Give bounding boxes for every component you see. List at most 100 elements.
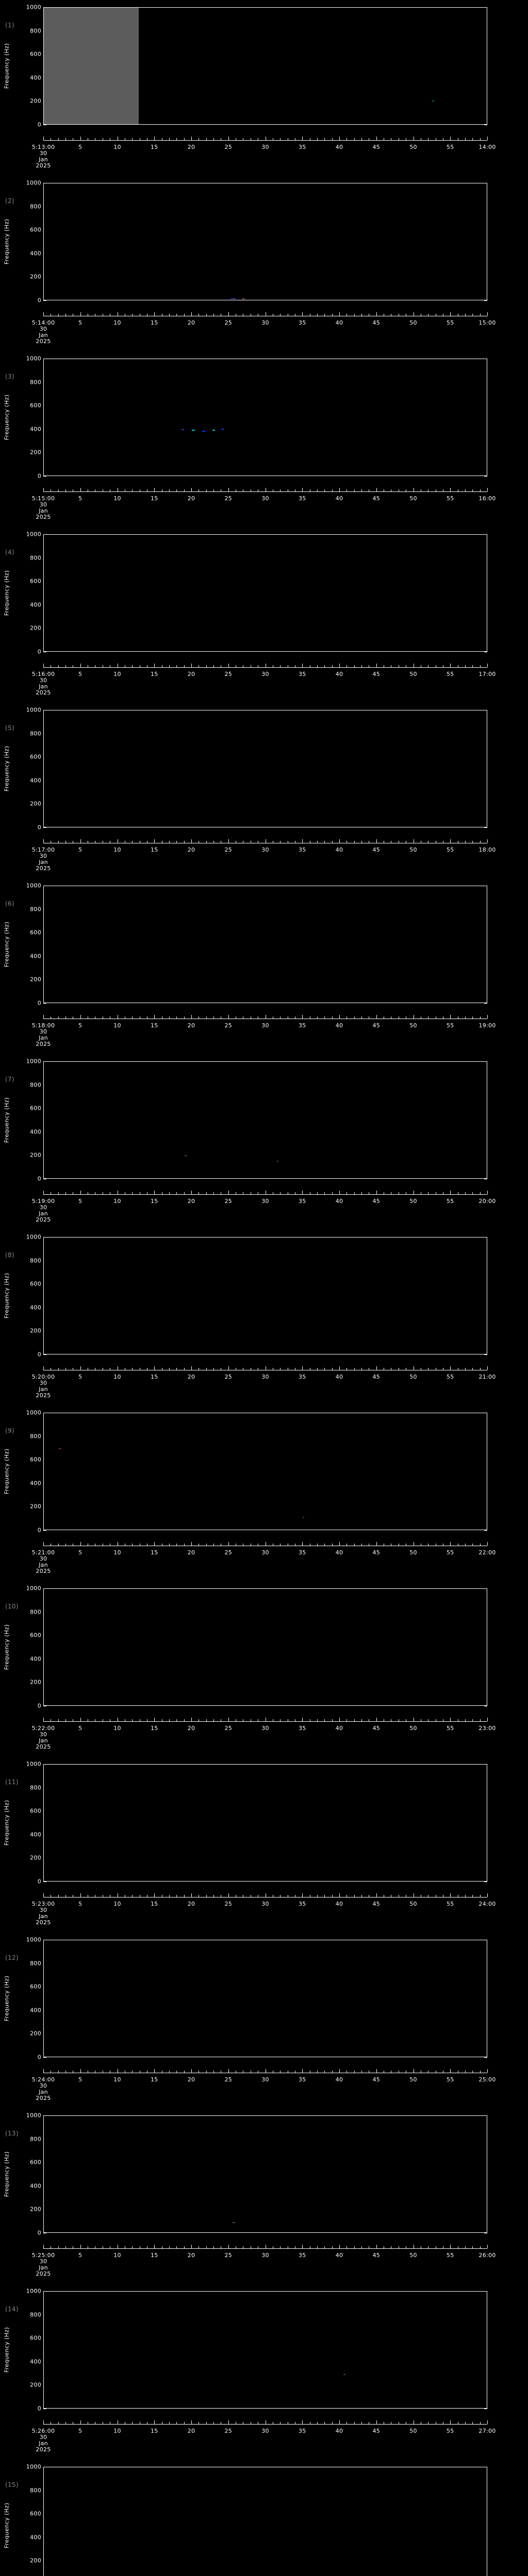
- x-tick-mark: [169, 1016, 170, 1019]
- spectrogram-plot-area: [43, 2115, 487, 2233]
- spectrogram-plot-area: [43, 710, 487, 827]
- x-tick-mark: [354, 2071, 355, 2073]
- x-tick-label: 55: [446, 495, 454, 502]
- x-tick-mark: [361, 1192, 362, 1194]
- x-tick-mark: [450, 1366, 451, 1370]
- x-tick-mark: [302, 312, 303, 316]
- x-tick-mark: [206, 1368, 207, 1370]
- y-tick-label: 1000: [26, 179, 41, 187]
- y-tick-label: 600: [30, 1983, 41, 1990]
- x-tick-mark: [191, 2069, 192, 2073]
- y-tick-label: 600: [30, 753, 41, 760]
- x-tick-mark: [184, 1368, 185, 1370]
- x-tick-mark: [487, 137, 488, 140]
- x-tick-mark: [184, 1544, 185, 1546]
- x-tick-mark: [324, 2071, 325, 2073]
- x-tick-label: 55: [446, 671, 454, 677]
- x-tick-label: 10: [113, 1022, 121, 1029]
- x-tick-mark: [132, 138, 133, 140]
- spectrogram-panel: (10) Frequency (Hz) 0 200 400 600 800 1000 5:22:…: [0, 1581, 528, 1757]
- x-tick-label: 55: [446, 1725, 454, 1732]
- x-tick-label: 55: [446, 1374, 454, 1380]
- y-tick-label: 1000: [26, 2463, 41, 2470]
- x-tick-label: 25: [224, 2252, 233, 2259]
- spectrogram-trace-pixel: [181, 429, 184, 430]
- y-tick-label: 600: [30, 2159, 41, 2166]
- x-tick-mark: [213, 2422, 214, 2424]
- x-tick-label: 40: [335, 144, 343, 150]
- x-tick-label: 35: [298, 495, 306, 502]
- x-tick-label: 40: [335, 2252, 343, 2259]
- x-tick-mark: [132, 1544, 133, 1546]
- x-tick-label: 30: [261, 144, 269, 150]
- x-tick-mark: [361, 138, 362, 140]
- x-tick-mark: [487, 2245, 488, 2248]
- x-tick-label: 40: [335, 319, 343, 326]
- x-tick-label: 10: [113, 495, 121, 502]
- x-tick-mark: [228, 1893, 229, 1897]
- x-tick-mark: [324, 138, 325, 140]
- spectrogram-panel: (1) Frequency (Hz) 0 200 400 600 800 1000 5:13:0…: [0, 0, 528, 176]
- x-tick-label: 20: [187, 671, 195, 677]
- x-tick-mark: [58, 2071, 59, 2073]
- x-tick-mark: [317, 2246, 318, 2248]
- x-tick-mark: [176, 1719, 177, 1721]
- x-tick-mark: [191, 1718, 192, 1721]
- x-tick-label: 45: [372, 144, 381, 150]
- y-axis-tick-labels: 0 200 400 600 800 1000: [0, 1058, 41, 1182]
- x-tick-mark: [332, 2246, 333, 2248]
- y-tick-label: 600: [30, 2510, 41, 2517]
- x-tick-label: 35: [298, 1374, 306, 1380]
- spectrogram-panel: (9) Frequency (Hz) 0 200 400 600 800 1000 5:21:0…: [0, 1405, 528, 1581]
- spectrogram-plot-area: [43, 1588, 487, 1706]
- x-tick-label: 25: [224, 846, 233, 853]
- x-tick-mark: [376, 1366, 377, 1370]
- x-tick-mark: [487, 1542, 488, 1546]
- x-axis-date-line: 2025: [36, 2095, 51, 2102]
- x-tick-mark: [213, 1895, 214, 1897]
- y-tick-label: 1000: [26, 882, 41, 889]
- x-tick-mark: [324, 489, 325, 492]
- x-axis-date-line: Jan: [39, 1035, 48, 1041]
- spectrogram-trace-pixel: [58, 1448, 61, 1450]
- x-tick-mark: [376, 839, 377, 843]
- x-tick-mark: [191, 488, 192, 492]
- x-tick-mark: [176, 1016, 177, 1019]
- x-axis-date-line: 2025: [36, 1392, 51, 1399]
- spectrogram-plot-area: [43, 1764, 487, 1882]
- x-tick-mark: [191, 1366, 192, 1370]
- x-tick-label: 25: [224, 1374, 233, 1380]
- y-axis-tick-labels: 0 200 400 600 800 1000: [0, 1937, 41, 2061]
- y-tick-mark: [484, 1530, 487, 1531]
- x-tick-mark: [132, 1895, 133, 1897]
- x-tick-label: 10: [113, 671, 121, 677]
- x-tick-mark: [169, 1895, 170, 1897]
- x-tick-mark: [132, 2422, 133, 2424]
- y-axis-tick-labels: 0 200 400 600 800 1000: [0, 707, 41, 831]
- x-tick-label: 35: [298, 1198, 306, 1205]
- x-axis-date-line: Jan: [39, 2089, 48, 2095]
- x-tick-mark: [487, 1366, 488, 1370]
- x-axis-date-line: 2025: [36, 1743, 51, 1750]
- x-tick-mark: [487, 664, 488, 667]
- x-tick-mark: [80, 312, 81, 316]
- y-tick-label: 400: [30, 2007, 41, 2014]
- spectrogram-trace-pixel: [277, 1160, 279, 1162]
- x-tick-mark: [376, 1542, 377, 1546]
- x-tick-mark: [206, 2246, 207, 2248]
- x-tick-mark: [332, 1368, 333, 1370]
- x-tick-mark: [450, 1718, 451, 1721]
- x-tick-mark: [465, 489, 466, 492]
- x-tick-mark: [487, 2069, 488, 2073]
- x-tick-mark: [302, 2069, 303, 2073]
- x-tick-label: 5: [78, 319, 82, 326]
- x-tick-mark: [176, 2071, 177, 2073]
- x-tick-mark: [213, 1719, 214, 1721]
- spectrogram-trace-pixel: [242, 298, 244, 299]
- x-tick-mark: [58, 1016, 59, 1019]
- y-tick-label: 600: [30, 2334, 41, 2342]
- x-tick-label: 10: [113, 1901, 121, 1907]
- x-tick-mark: [213, 1192, 214, 1194]
- x-axis-date-line: 30: [39, 2258, 47, 2265]
- y-tick-label: 200: [30, 800, 41, 807]
